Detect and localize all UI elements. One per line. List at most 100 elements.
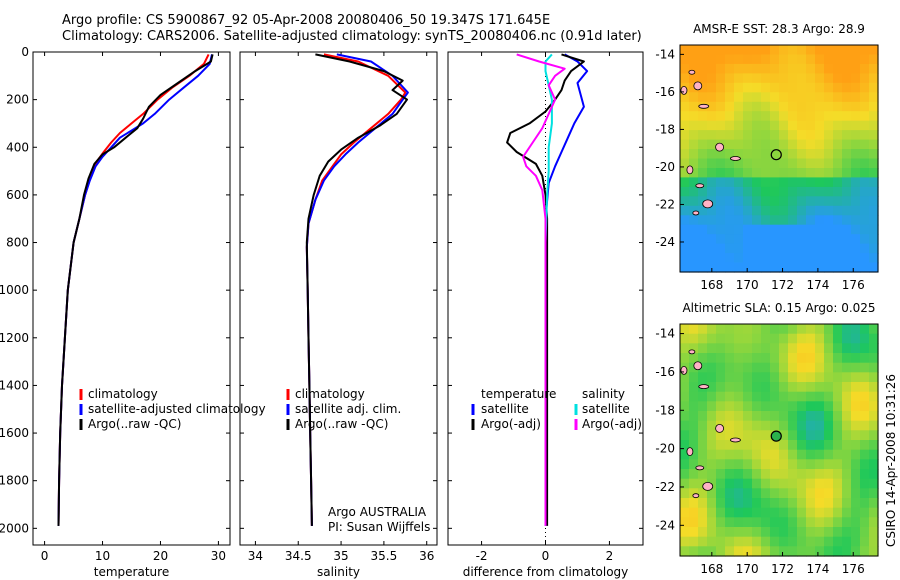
map-cell [770,224,780,235]
map-cell [833,507,843,518]
map-cell [860,234,870,245]
map-title: AMSR-E SST: 28.3 Argo: 28.9 [693,22,865,36]
map-lat-label: -14 [655,327,675,341]
map-lon-label: 170 [736,278,759,292]
map-cell [698,546,708,557]
map-cell [815,186,825,197]
map-cell [860,205,870,216]
map-cell [788,401,798,412]
map-lon-label: 174 [806,278,829,292]
island-shape [693,81,703,91]
map-cell [761,488,771,499]
map-cell [752,430,762,441]
map-cell [833,45,843,56]
map-cell [842,262,852,273]
map-cell [761,507,771,518]
map-cell [833,459,843,470]
island-shape [680,365,688,375]
map-cell [725,353,735,364]
map-cell [680,168,690,179]
map-cell [716,186,726,197]
map-cell [725,243,735,254]
map-cell [806,498,816,509]
map-cell [734,120,744,131]
map-cell [698,449,708,460]
map-cell [770,401,780,412]
map-cell [851,63,861,74]
map-cell [824,196,834,207]
map-cell [797,177,807,188]
map-cell [761,372,771,383]
series-line [506,53,585,526]
map-cell [707,488,717,499]
map-cell [698,54,708,65]
map-cell [752,186,762,197]
map-cell [752,488,762,499]
map-cell [743,253,753,264]
map-cell [851,343,861,354]
map-cell [842,253,852,264]
map-cell [761,45,771,56]
map-cell [842,536,852,547]
depth-tick-label: 1400 [0,378,29,392]
map-cell [743,488,753,499]
map-cell [761,440,771,451]
map-cell [824,449,834,460]
map-cell [797,63,807,74]
map-cell [869,130,879,141]
map-cell [770,536,780,547]
map-cell [824,382,834,393]
map-cell [842,449,852,460]
map-cell [725,130,735,141]
map-cell [869,262,879,273]
map-cell [770,45,780,56]
map-lat-label: -16 [655,365,675,379]
map-cell [689,459,699,470]
map-cell [869,411,879,422]
map-cell [752,215,762,226]
map-cell [725,362,735,373]
map-cell [806,507,816,518]
map-cell [770,168,780,179]
map-cell [752,411,762,422]
map-cell [734,92,744,103]
map-cell [698,536,708,547]
map-cell [788,215,798,226]
map-cell [824,177,834,188]
map-cell [743,478,753,489]
map-cell [743,73,753,84]
map-cell [725,459,735,470]
map-cell [860,262,870,273]
map-cell [806,215,816,226]
map-cell [833,262,843,273]
map-cell [815,362,825,373]
depth-tick-label: 200 [6,93,29,107]
map-cell [725,536,735,547]
map-cell [680,459,690,470]
map-cell [770,324,780,335]
map-cell [716,362,726,373]
map-cell [716,469,726,480]
map-cell [761,478,771,489]
map-cell [734,430,744,441]
map-cell [833,430,843,441]
map-cell [851,420,861,431]
map-cell [824,168,834,179]
map-cell [851,430,861,441]
map-cell [797,527,807,538]
map-cell [824,234,834,245]
map-cell [797,215,807,226]
timestamp-stamp: CSIRO 14-Apr-2008 10:31:26 [884,373,898,547]
map-cell [770,205,780,216]
map-cell [869,353,879,364]
map-cell [851,507,861,518]
map-cell [689,478,699,489]
map-cell [752,139,762,150]
map-cell [797,411,807,422]
map-cell [761,111,771,122]
map-cell [797,54,807,65]
map-cell [842,362,852,373]
x-tick-label: 35 [333,549,348,563]
map-cell [707,215,717,226]
map-cell [770,546,780,557]
